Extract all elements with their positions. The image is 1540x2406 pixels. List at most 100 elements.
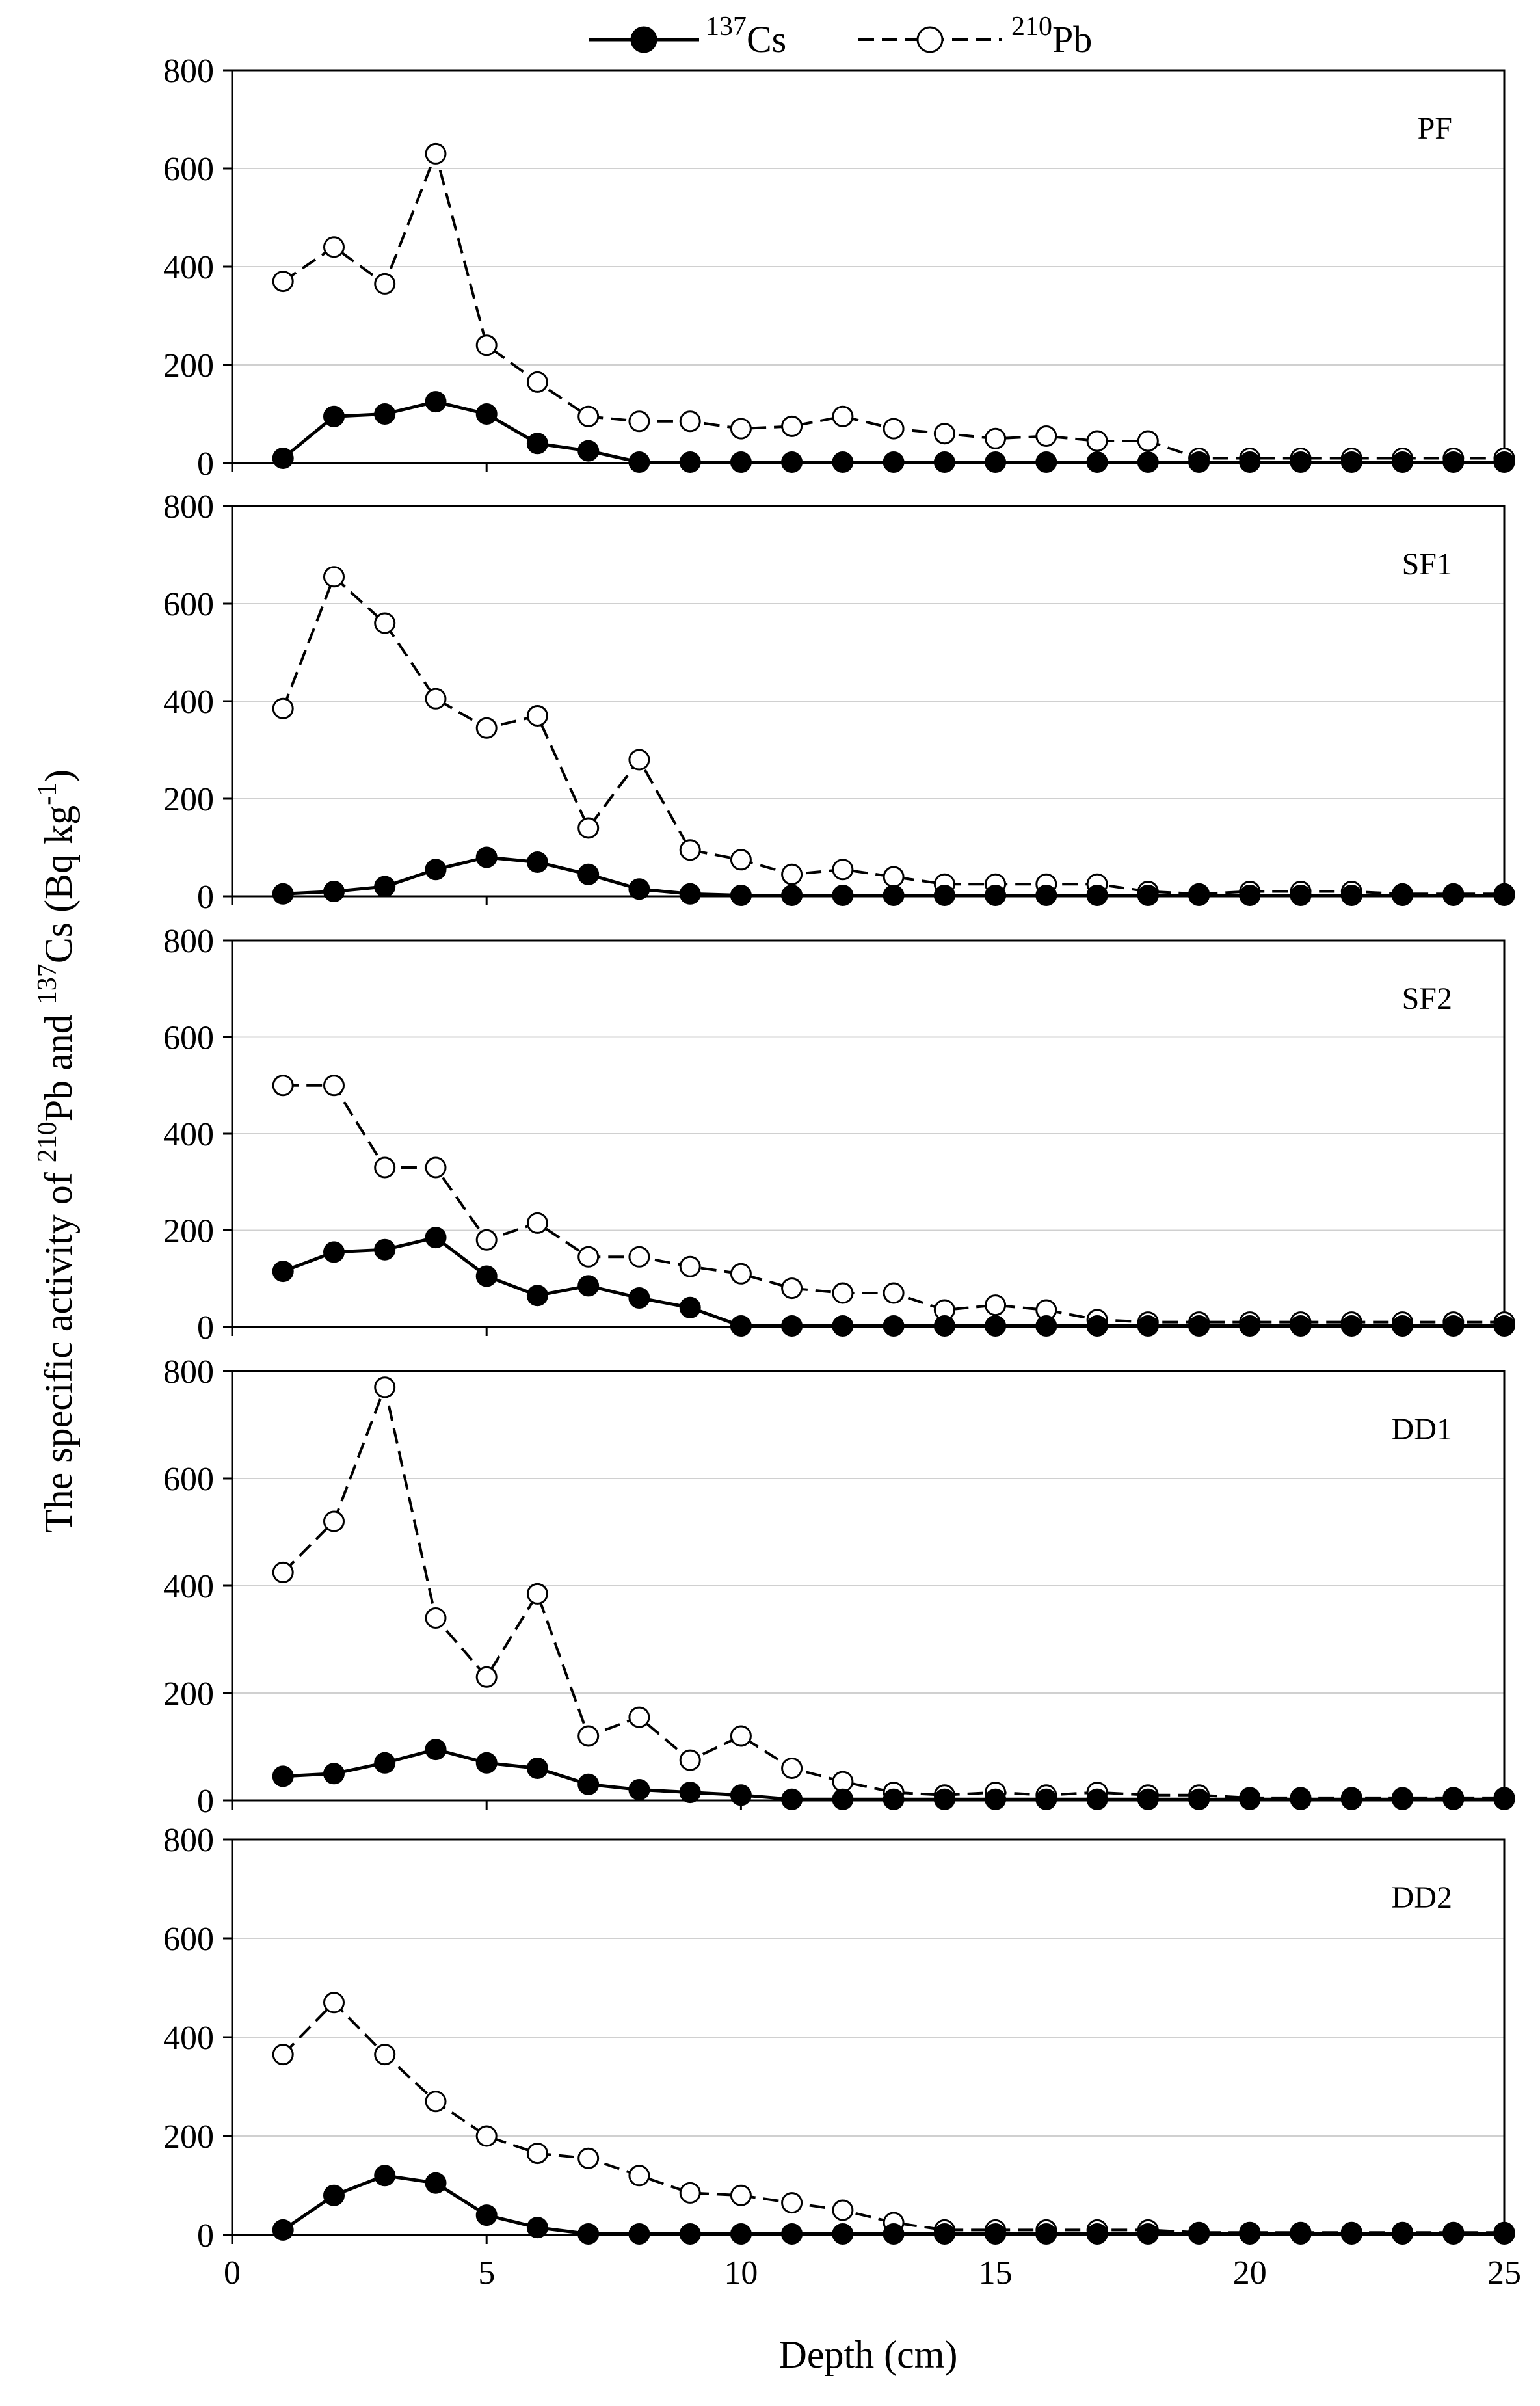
data-point-210pb — [781, 1758, 803, 1779]
data-point-210pb — [425, 688, 447, 710]
data-point-210pb — [628, 2165, 650, 2187]
y-title-sup1: 210 — [33, 1121, 62, 1162]
data-point-137cs — [1290, 1315, 1312, 1337]
data-point-137cs — [730, 1784, 752, 1806]
data-point-210pb — [526, 1212, 548, 1234]
data-point-137cs — [1239, 2223, 1261, 2245]
data-point-137cs — [933, 451, 955, 473]
data-point-137cs — [1188, 885, 1210, 906]
legend-pb-sup: 210 — [1011, 12, 1052, 42]
data-point-210pb — [628, 1246, 650, 1268]
data-point-137cs — [272, 2219, 294, 2241]
data-point-137cs — [730, 451, 752, 473]
y-tick-label: 800 — [163, 1822, 214, 1859]
data-point-137cs — [628, 1287, 650, 1309]
data-point-137cs — [475, 403, 498, 425]
data-point-137cs — [985, 885, 1007, 906]
data-point-137cs — [730, 885, 752, 906]
data-point-137cs — [832, 885, 854, 906]
data-point-137cs — [526, 1285, 548, 1307]
y-tick-label: 0 — [197, 879, 214, 916]
panel-label: DD2 — [1392, 1880, 1452, 1915]
data-point-137cs — [1239, 885, 1261, 906]
y-tick-label: 600 — [163, 1461, 214, 1498]
y-tick-label: 800 — [163, 923, 214, 960]
data-point-137cs — [578, 2223, 600, 2245]
data-point-137cs — [832, 1315, 854, 1337]
x-tick-label: 25 — [1487, 2254, 1521, 2292]
legend-cs-sup: 137 — [706, 12, 747, 42]
data-point-137cs — [679, 2223, 701, 2245]
data-point-137cs — [1188, 2223, 1210, 2245]
data-point-137cs — [272, 1261, 294, 1283]
data-point-137cs — [933, 2223, 955, 2245]
data-point-210pb — [526, 1583, 548, 1605]
data-point-137cs — [1493, 885, 1515, 906]
y-tick-label: 400 — [163, 1116, 214, 1153]
data-point-210pb — [832, 2199, 854, 2221]
data-point-137cs — [578, 863, 600, 885]
data-point-210pb — [323, 1992, 345, 2014]
data-point-137cs — [883, 2223, 905, 2245]
data-point-210pb — [475, 334, 498, 356]
data-point-137cs — [985, 451, 1007, 473]
data-point-137cs — [1442, 1315, 1465, 1337]
y-tick-label: 0 — [197, 1309, 214, 1346]
data-point-210pb — [323, 566, 345, 588]
y-title-part1: The specific activity of — [37, 1162, 80, 1533]
data-point-137cs — [1035, 885, 1057, 906]
data-point-137cs — [526, 433, 548, 455]
data-point-137cs — [1035, 1788, 1057, 1810]
data-point-210pb — [323, 1510, 345, 1532]
data-point-137cs — [985, 1315, 1007, 1337]
data-point-210pb — [781, 863, 803, 885]
data-point-210pb — [730, 849, 752, 871]
data-point-137cs — [425, 859, 447, 881]
data-point-210pb — [628, 1706, 650, 1728]
data-point-137cs — [374, 1752, 396, 1774]
data-point-210pb — [628, 749, 650, 771]
legend-cs-label: 137Cs — [706, 12, 786, 60]
data-point-137cs — [1392, 1788, 1413, 1810]
data-point-210pb — [526, 705, 548, 727]
y-title-part2: Pb and — [37, 1004, 80, 1121]
data-point-137cs — [475, 2204, 498, 2226]
panel-pf: 0 200 400 600 800 PF — [163, 53, 1515, 483]
data-point-137cs — [883, 885, 905, 906]
data-point-137cs — [1239, 451, 1261, 473]
data-point-137cs — [679, 883, 701, 905]
data-point-137cs — [1137, 451, 1159, 473]
data-point-210pb — [1086, 430, 1108, 452]
data-point-137cs — [475, 1752, 498, 1774]
data-point-137cs — [272, 1765, 294, 1787]
data-point-210pb — [475, 1229, 498, 1251]
data-point-210pb — [374, 612, 396, 634]
data-point-210pb — [475, 717, 498, 739]
data-point-210pb — [832, 1282, 854, 1304]
data-point-137cs — [883, 451, 905, 473]
data-point-137cs — [1137, 1788, 1159, 1810]
data-point-137cs — [781, 885, 803, 906]
data-point-137cs — [1340, 1788, 1362, 1810]
data-point-137cs — [323, 1763, 345, 1785]
data-point-137cs — [272, 448, 294, 469]
data-point-137cs — [1392, 2223, 1413, 2245]
data-point-137cs — [323, 2184, 345, 2206]
y-title-part3: Cs (Bq kg — [37, 805, 80, 963]
data-point-210pb — [578, 1246, 600, 1268]
data-point-137cs — [323, 1241, 345, 1263]
data-point-137cs — [730, 1315, 752, 1337]
data-point-210pb — [526, 371, 548, 393]
data-point-210pb — [272, 271, 294, 293]
data-point-137cs — [628, 878, 650, 900]
data-point-137cs — [526, 2217, 548, 2239]
data-point-137cs — [374, 403, 396, 425]
data-point-210pb — [272, 1075, 294, 1097]
x-tick-label: 0 — [224, 2254, 241, 2292]
data-point-210pb — [475, 1666, 498, 1688]
data-point-137cs — [1392, 1315, 1413, 1337]
legend-pb-label: 210Pb — [1011, 12, 1092, 60]
y-tick-label: 200 — [163, 1676, 214, 1713]
data-point-137cs — [781, 2223, 803, 2245]
data-point-210pb — [475, 2125, 498, 2147]
